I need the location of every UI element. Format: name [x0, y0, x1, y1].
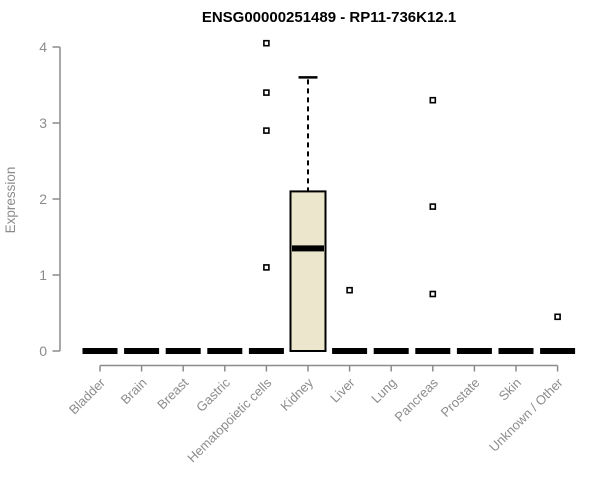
- x-tick-label: Brain: [118, 375, 150, 407]
- outlier-point: [429, 96, 437, 104]
- zero-bar: [540, 348, 576, 354]
- outlier-point: [263, 264, 270, 271]
- outlier-point: [263, 39, 270, 47]
- outlier-point: [346, 286, 353, 294]
- x-tick-label: Pancreas: [391, 375, 441, 425]
- y-axis-label: Expression: [3, 167, 18, 234]
- outlier-point: [429, 203, 437, 210]
- zero-bar: [207, 348, 243, 354]
- x-tick-label: Skin: [496, 375, 524, 403]
- median-line: [292, 245, 324, 252]
- zero-bar: [124, 348, 160, 354]
- x-tick-label: Lung: [368, 375, 399, 406]
- y-tick-label: 4: [39, 39, 47, 55]
- zero-bar: [165, 348, 201, 354]
- x-tick-label: Bladder: [66, 375, 109, 418]
- zero-bar: [415, 348, 451, 354]
- x-tick-label: Unknown / Other: [486, 375, 566, 455]
- zero-bar: [248, 348, 284, 354]
- outlier-point: [263, 89, 270, 96]
- chart-title: ENSG00000251489 - RP11-736K12.1: [202, 9, 456, 26]
- x-tick-label: Gastric: [193, 375, 233, 415]
- y-tick-label: 1: [39, 267, 47, 283]
- outlier-point: [263, 127, 270, 134]
- zero-bar: [332, 348, 368, 354]
- x-tick-label: Prostate: [438, 375, 483, 420]
- zero-bar: [373, 348, 409, 354]
- zero-bar: [456, 348, 492, 354]
- zero-bar: [498, 348, 534, 354]
- outlier-point: [429, 290, 437, 298]
- y-tick-label: 3: [39, 115, 47, 131]
- zero-bar: [82, 348, 118, 354]
- box-rect: [289, 190, 327, 352]
- x-tick-label: Breast: [154, 375, 191, 412]
- x-tick-label: Kidney: [277, 375, 316, 414]
- y-tick-label: 0: [39, 343, 47, 359]
- outlier-point: [554, 313, 561, 321]
- x-tick-label: Liver: [327, 375, 358, 406]
- y-tick-label: 2: [39, 191, 47, 207]
